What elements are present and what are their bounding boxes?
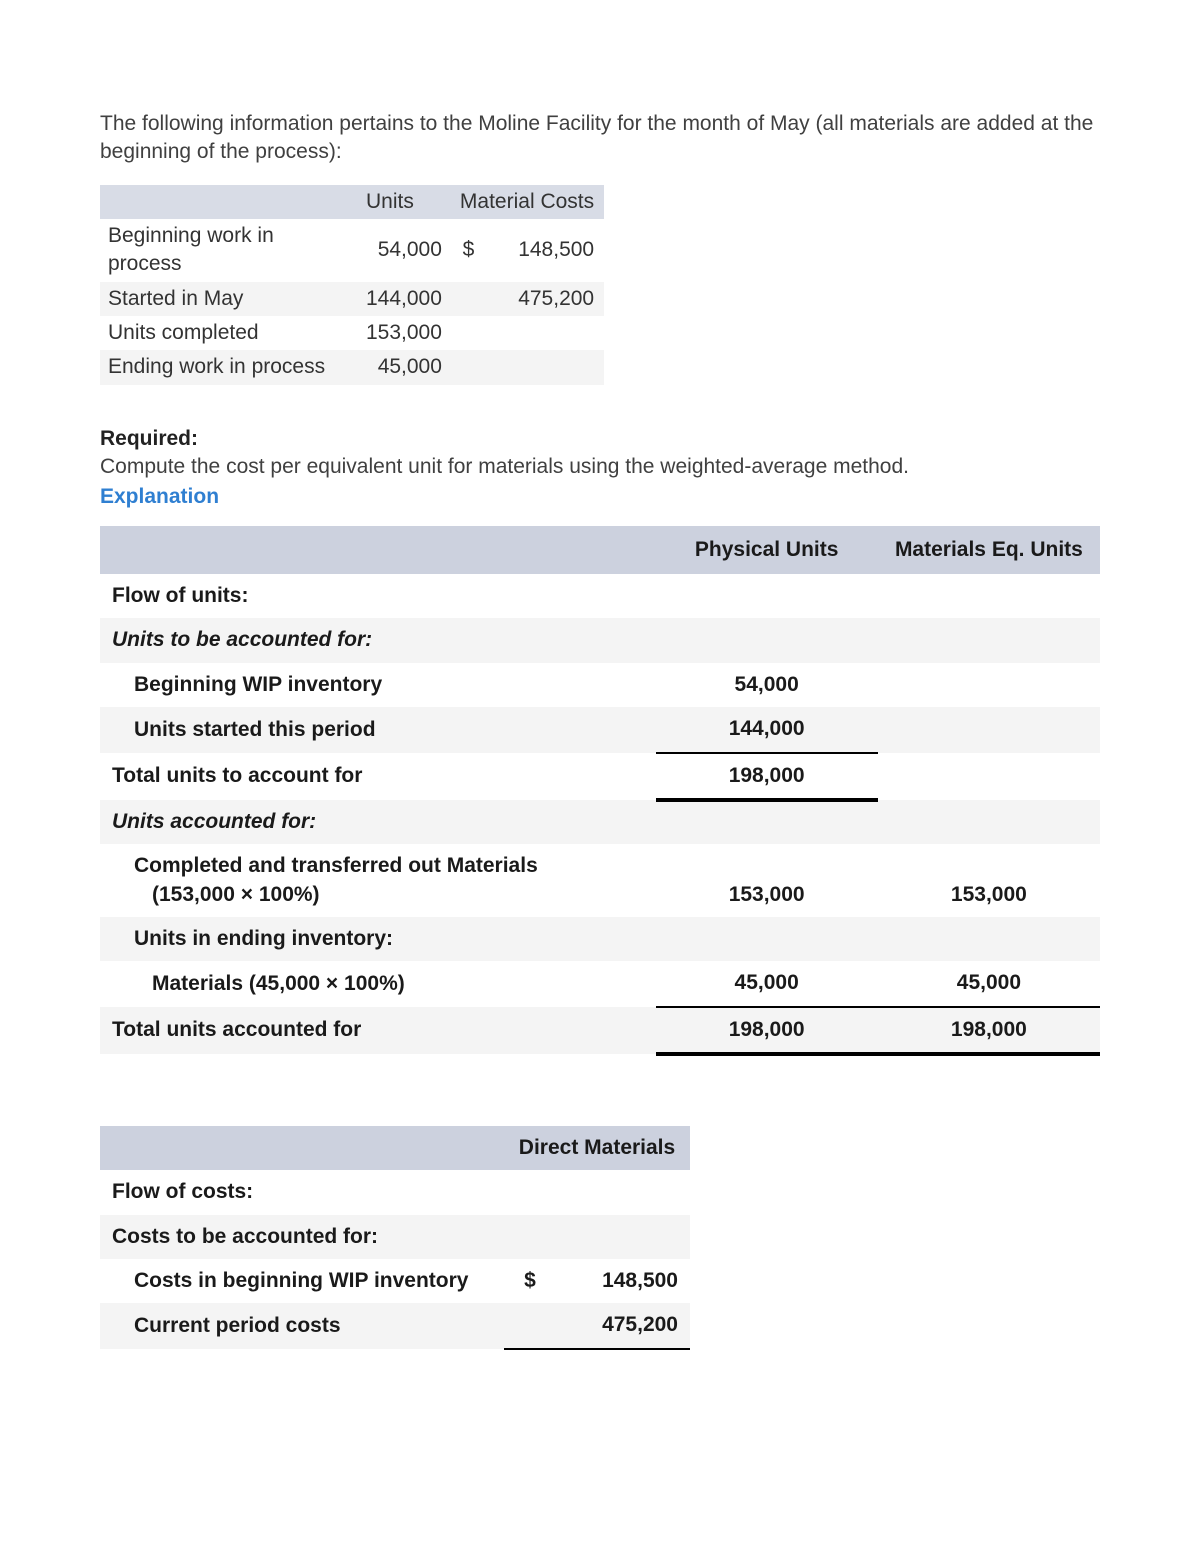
table-row: Completed and transferred out Materials … bbox=[100, 844, 1100, 917]
row-label: Current period costs bbox=[100, 1303, 504, 1348]
total-row: Total units accounted for 198,000 198,00… bbox=[100, 1007, 1100, 1054]
table-row: Units started this period 144,000 bbox=[100, 707, 1100, 752]
row-label-line1: Completed and transferred out Materials bbox=[134, 854, 538, 877]
row-label: Units in ending inventory: bbox=[100, 917, 656, 961]
row-value: 475,200 bbox=[556, 1303, 690, 1348]
section-row: Flow of costs: bbox=[100, 1170, 690, 1214]
table-row: Materials (45,000 × 100%) 45,000 45,000 bbox=[100, 961, 1100, 1006]
row-currency bbox=[452, 350, 478, 384]
subhead-label: Units to be accounted for: bbox=[100, 618, 656, 662]
row-currency: $ bbox=[452, 219, 478, 282]
table-row: Started in May 144,000 475,200 bbox=[100, 282, 604, 316]
subhead-row: Units to be accounted for: bbox=[100, 618, 1100, 662]
col-materials-eq-units: Materials Eq. Units bbox=[878, 526, 1100, 574]
row-physical: 54,000 bbox=[656, 663, 878, 707]
row-label: Started in May bbox=[100, 282, 358, 316]
table-row: Costs in beginning WIP inventory $ 148,5… bbox=[100, 1259, 690, 1303]
row-cost bbox=[478, 350, 604, 384]
flow-of-units-table: Physical Units Materials Eq. Units Flow … bbox=[100, 526, 1100, 1056]
intro-text: The following information pertains to th… bbox=[100, 110, 1100, 167]
row-label: Units started this period bbox=[100, 707, 656, 752]
required-block: Required: Compute the cost per equivalen… bbox=[100, 425, 1100, 526]
col-blank bbox=[100, 185, 358, 219]
table-row: Beginning work in process 54,000 $ 148,5… bbox=[100, 219, 604, 282]
row-eq: 45,000 bbox=[878, 961, 1100, 1006]
row-label: Ending work in process bbox=[100, 350, 358, 384]
row-currency bbox=[452, 282, 478, 316]
flow-of-costs-table: Direct Materials Flow of costs: Costs to… bbox=[100, 1126, 690, 1365]
row-eq: 198,000 bbox=[878, 1007, 1100, 1054]
subhead-row: Costs to be accounted for: bbox=[100, 1215, 690, 1259]
table-row: Current period costs 475,200 bbox=[100, 1303, 690, 1348]
section-label: Flow of costs: bbox=[100, 1170, 504, 1214]
row-label: Beginning work in process bbox=[100, 219, 358, 282]
row-physical: 198,000 bbox=[656, 1007, 878, 1054]
explanation-link[interactable]: Explanation bbox=[100, 483, 219, 511]
row-label: Total units to account for bbox=[100, 753, 656, 800]
row-label: Materials (45,000 × 100%) bbox=[100, 961, 656, 1006]
col-blank bbox=[100, 526, 656, 574]
row-label: Total units accounted for bbox=[100, 1007, 656, 1054]
required-label: Required: bbox=[100, 427, 198, 450]
col-blank bbox=[100, 1126, 504, 1170]
table-row: Ending work in process 45,000 bbox=[100, 350, 604, 384]
row-currency bbox=[452, 316, 478, 350]
row-cost: 148,500 bbox=[478, 219, 604, 282]
col-material-costs: Material Costs bbox=[452, 185, 604, 219]
row-units: 54,000 bbox=[358, 219, 452, 282]
total-row: Total units to account for 198,000 bbox=[100, 753, 1100, 800]
rule-row bbox=[100, 1349, 690, 1365]
col-physical-units: Physical Units bbox=[656, 526, 878, 574]
table-row: Units completed 153,000 bbox=[100, 316, 604, 350]
row-eq: 153,000 bbox=[878, 844, 1100, 917]
row-label: Costs in beginning WIP inventory bbox=[100, 1259, 504, 1303]
row-label: Units completed bbox=[100, 316, 358, 350]
required-text: Compute the cost per equivalent unit for… bbox=[100, 455, 909, 478]
table-row: Beginning WIP inventory 54,000 bbox=[100, 663, 1100, 707]
col-direct-materials: Direct Materials bbox=[504, 1126, 690, 1170]
row-units: 153,000 bbox=[358, 316, 452, 350]
section-label: Flow of units: bbox=[100, 574, 656, 618]
page: The following information pertains to th… bbox=[0, 0, 1200, 1553]
row-cost: 475,200 bbox=[478, 282, 604, 316]
row-physical: 45,000 bbox=[656, 961, 878, 1006]
subhead-label: Units accounted for: bbox=[100, 800, 656, 844]
row-label: Beginning WIP inventory bbox=[100, 663, 656, 707]
col-units: Units bbox=[358, 185, 452, 219]
row-currency bbox=[504, 1303, 556, 1348]
row-units: 144,000 bbox=[358, 282, 452, 316]
table-row: Units in ending inventory: bbox=[100, 917, 1100, 961]
row-label-line2: (153,000 × 100%) bbox=[134, 883, 320, 906]
row-label: Completed and transferred out Materials … bbox=[100, 844, 656, 917]
subhead-row: Units accounted for: bbox=[100, 800, 1100, 844]
row-units: 45,000 bbox=[358, 350, 452, 384]
section-row: Flow of units: bbox=[100, 574, 1100, 618]
row-physical: 153,000 bbox=[656, 844, 878, 917]
row-physical: 198,000 bbox=[656, 753, 878, 800]
row-currency: $ bbox=[504, 1259, 556, 1303]
subhead-label: Costs to be accounted for: bbox=[100, 1215, 504, 1259]
row-cost bbox=[478, 316, 604, 350]
row-value: 148,500 bbox=[556, 1259, 690, 1303]
row-physical: 144,000 bbox=[656, 707, 878, 752]
input-data-table: Units Material Costs Beginning work in p… bbox=[100, 185, 604, 385]
